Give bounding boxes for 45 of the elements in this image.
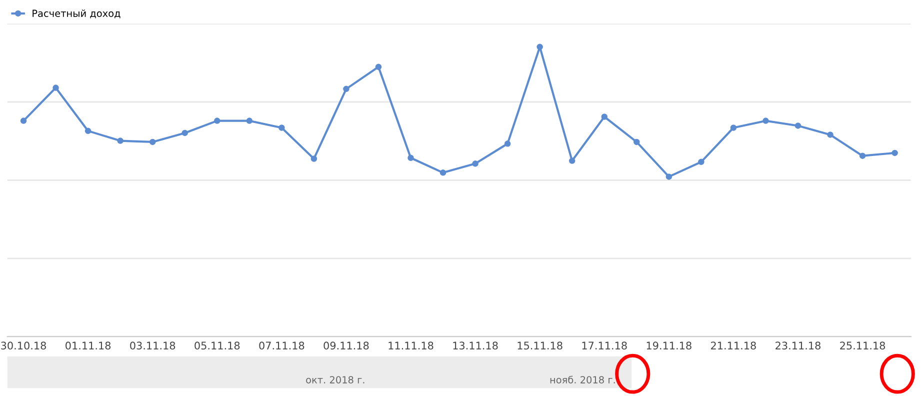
x-tick-label: 13.11.18 <box>453 342 498 350</box>
point <box>440 170 446 176</box>
point <box>149 138 156 146</box>
point <box>601 114 608 120</box>
point <box>859 152 866 159</box>
point <box>827 132 834 138</box>
point <box>52 84 59 91</box>
x-tick-label: 09.11.18 <box>324 342 369 350</box>
point <box>472 160 478 167</box>
x-tick-label: 17.11.18 <box>582 342 627 350</box>
point <box>666 174 672 180</box>
point <box>84 128 92 134</box>
point <box>698 158 704 166</box>
point <box>730 124 737 131</box>
point <box>794 122 802 129</box>
point <box>214 118 220 124</box>
x-tick-label: 19.11.18 <box>646 342 692 350</box>
x-tick-label: 15.11.18 <box>518 342 562 350</box>
x-tick-label: 07.11.18 <box>259 342 304 350</box>
x-tick-label: 11.11.18 <box>388 342 434 350</box>
x-tick-label: 30.10.18 <box>1 342 46 350</box>
point <box>182 130 188 136</box>
point <box>892 150 898 156</box>
x-tick-label: 23.11.18 <box>776 342 820 350</box>
text: нояб. 2018 г. <box>550 376 615 384</box>
text: окт. 2018 г. <box>306 376 364 384</box>
point <box>762 118 769 124</box>
point <box>504 140 511 147</box>
point <box>246 118 253 124</box>
legend-label: Расчетный доход <box>32 10 120 18</box>
x-tick-label: 05.11.18 <box>194 342 240 350</box>
point <box>634 138 640 146</box>
point <box>375 64 382 70</box>
point <box>408 154 414 161</box>
x-tick-label: 21.11.18 <box>711 342 756 350</box>
x-tick-label: 25.11.18 <box>840 342 886 350</box>
point <box>536 44 543 50</box>
x-tick-label: 03.11.18 <box>130 342 176 350</box>
point <box>117 138 124 144</box>
x-tick-label: 01.11.18 <box>66 342 111 350</box>
point <box>343 86 350 92</box>
point <box>310 156 318 162</box>
point <box>20 118 27 124</box>
point <box>278 124 285 131</box>
point <box>568 158 576 164</box>
